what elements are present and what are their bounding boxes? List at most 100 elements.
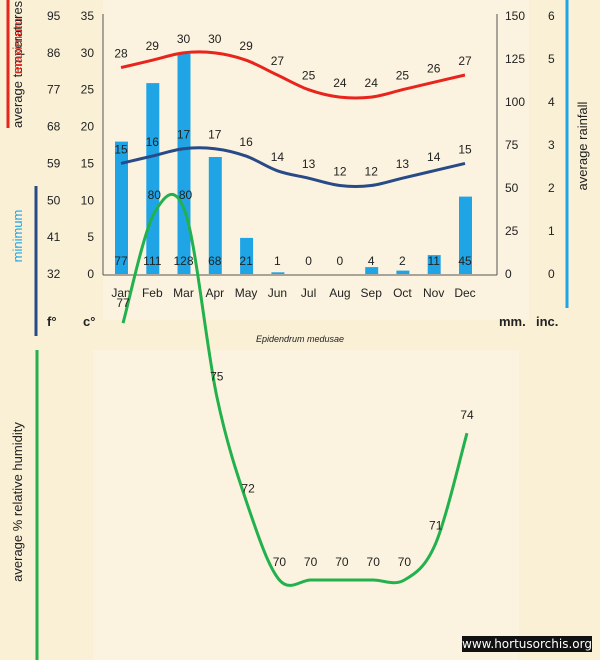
- month-tick-mar: Mar: [173, 286, 194, 300]
- avg-temp-label: average temperatures: [10, 0, 25, 128]
- rainfall-bar-nov: [427, 255, 441, 274]
- humidity-panel: [93, 350, 519, 660]
- humidity-label-jan: 77: [116, 296, 130, 310]
- minimum-temperature-line: [120, 146, 466, 188]
- watermark: www.hortusorchis.org: [462, 636, 592, 652]
- max-label-apr: 30: [208, 32, 222, 46]
- fahrenheit-tick: 41: [47, 230, 61, 244]
- humidity-label-sep: 70: [367, 555, 381, 569]
- unit-celsius: c°: [83, 314, 95, 329]
- rainfall-bar-oct: [396, 270, 410, 274]
- min-label-aug: 12: [333, 165, 347, 179]
- max-label-dec: 27: [458, 54, 472, 68]
- mm-tick: 50: [505, 181, 519, 195]
- inch-tick: 1: [548, 224, 555, 238]
- fahrenheit-tick: 50: [47, 193, 61, 207]
- inch-tick: 2: [548, 181, 555, 195]
- month-tick-apr: Apr: [205, 286, 224, 300]
- fahrenheit-tick: 77: [47, 83, 61, 97]
- rain-label-jan: 77: [114, 254, 128, 268]
- max-label-oct: 25: [396, 69, 410, 83]
- temperature-lines: [120, 50, 466, 188]
- rainfall-bar-may: [240, 237, 254, 274]
- month-tick-dec: Dec: [454, 286, 475, 300]
- rainfall-bar-sep: [365, 267, 379, 274]
- min-label-nov: 14: [427, 150, 441, 164]
- rainfall-label: average rainfall: [575, 101, 590, 190]
- mm-tick: 150: [505, 9, 525, 23]
- unit-inch: inc.: [536, 314, 558, 329]
- climate-chart: 281577Jan2916111Feb3017128Mar301768Apr29…: [6, 0, 590, 344]
- celsius-tick: 0: [87, 267, 94, 281]
- month-tick-sep: Sep: [361, 286, 383, 300]
- max-label-jul: 25: [302, 69, 316, 83]
- min-label-mar: 17: [177, 128, 191, 142]
- rainfall-bars: [115, 53, 472, 274]
- humidity-label-oct: 70: [398, 555, 412, 569]
- humidity-labels: 77 80 80 75 72 70 70 70 70 70 71 74: [116, 188, 474, 569]
- humidity-line-group: [121, 192, 469, 587]
- rain-label-apr: 68: [208, 254, 222, 268]
- rain-label-feb: 111: [143, 254, 162, 268]
- humidity-label-feb: 80: [148, 188, 162, 202]
- humidity-label: average % relative humidity: [10, 422, 25, 582]
- mm-tick: 125: [505, 52, 525, 66]
- fahrenheit-tick: 32: [47, 267, 61, 281]
- month-tick-jul: Jul: [301, 286, 316, 300]
- min-label-feb: 16: [146, 135, 160, 149]
- month-tick-jun: Jun: [268, 286, 287, 300]
- rain-label-oct: 2: [399, 254, 406, 268]
- min-label-jan: 15: [114, 142, 128, 156]
- max-label-jun: 27: [271, 54, 285, 68]
- humidity-label-nov: 71: [429, 518, 443, 532]
- humidity-label-mar: 80: [179, 188, 193, 202]
- rain-label-sep: 4: [368, 254, 375, 268]
- rainfall-bar-jun: [271, 272, 285, 274]
- min-label-dec: 15: [458, 142, 472, 156]
- maximum-temperature-line: [120, 50, 466, 100]
- month-tick-may: May: [235, 286, 258, 300]
- rain-label-nov: 11: [427, 254, 440, 268]
- month-tick-feb: Feb: [142, 286, 163, 300]
- humidity-label-aug: 70: [335, 555, 349, 569]
- month-tick-nov: Nov: [423, 286, 444, 300]
- celsius-tick: 30: [81, 46, 95, 60]
- max-label-aug: 24: [333, 76, 347, 90]
- rain-label-dec: 45: [458, 254, 472, 268]
- mm-tick: 0: [505, 267, 512, 281]
- max-label-may: 29: [239, 39, 253, 53]
- month-tick-oct: Oct: [393, 286, 412, 300]
- minimum-label: minimum: [10, 210, 25, 263]
- unit-fahrenheit: f°: [47, 314, 57, 329]
- inch-tick: 5: [548, 52, 555, 66]
- max-label-sep: 24: [365, 76, 379, 90]
- fahrenheit-tick: 59: [47, 156, 61, 170]
- max-label-jan: 28: [114, 47, 128, 61]
- humidity-label-jul: 70: [304, 555, 318, 569]
- fahrenheit-tick: 68: [47, 120, 61, 134]
- fahrenheit-tick: 95: [47, 9, 61, 23]
- humidity-line: [121, 192, 469, 587]
- celsius-tick: 10: [81, 193, 95, 207]
- unit-mm: mm.: [499, 314, 526, 329]
- max-label-feb: 29: [146, 39, 160, 53]
- min-label-oct: 13: [396, 157, 410, 171]
- month-tick-jan: Jan: [111, 286, 130, 300]
- rain-label-jul: 0: [305, 254, 312, 268]
- celsius-tick: 20: [81, 120, 95, 134]
- rain-label-jun: 1: [274, 254, 281, 268]
- min-label-may: 16: [239, 135, 253, 149]
- celsius-tick: 25: [81, 83, 95, 97]
- maximum-label: maximum: [10, 18, 25, 74]
- mm-tick: 100: [505, 95, 525, 109]
- humidity-label-apr: 75: [210, 370, 224, 384]
- inch-tick: 0: [548, 267, 555, 281]
- min-label-sep: 12: [365, 165, 379, 179]
- data-labels: 281577Jan2916111Feb3017128Mar301768Apr29…: [111, 32, 475, 300]
- celsius-tick: 35: [81, 9, 95, 23]
- inch-tick: 3: [548, 138, 555, 152]
- rain-label-may: 21: [239, 254, 253, 268]
- fahrenheit-tick: 86: [47, 46, 61, 60]
